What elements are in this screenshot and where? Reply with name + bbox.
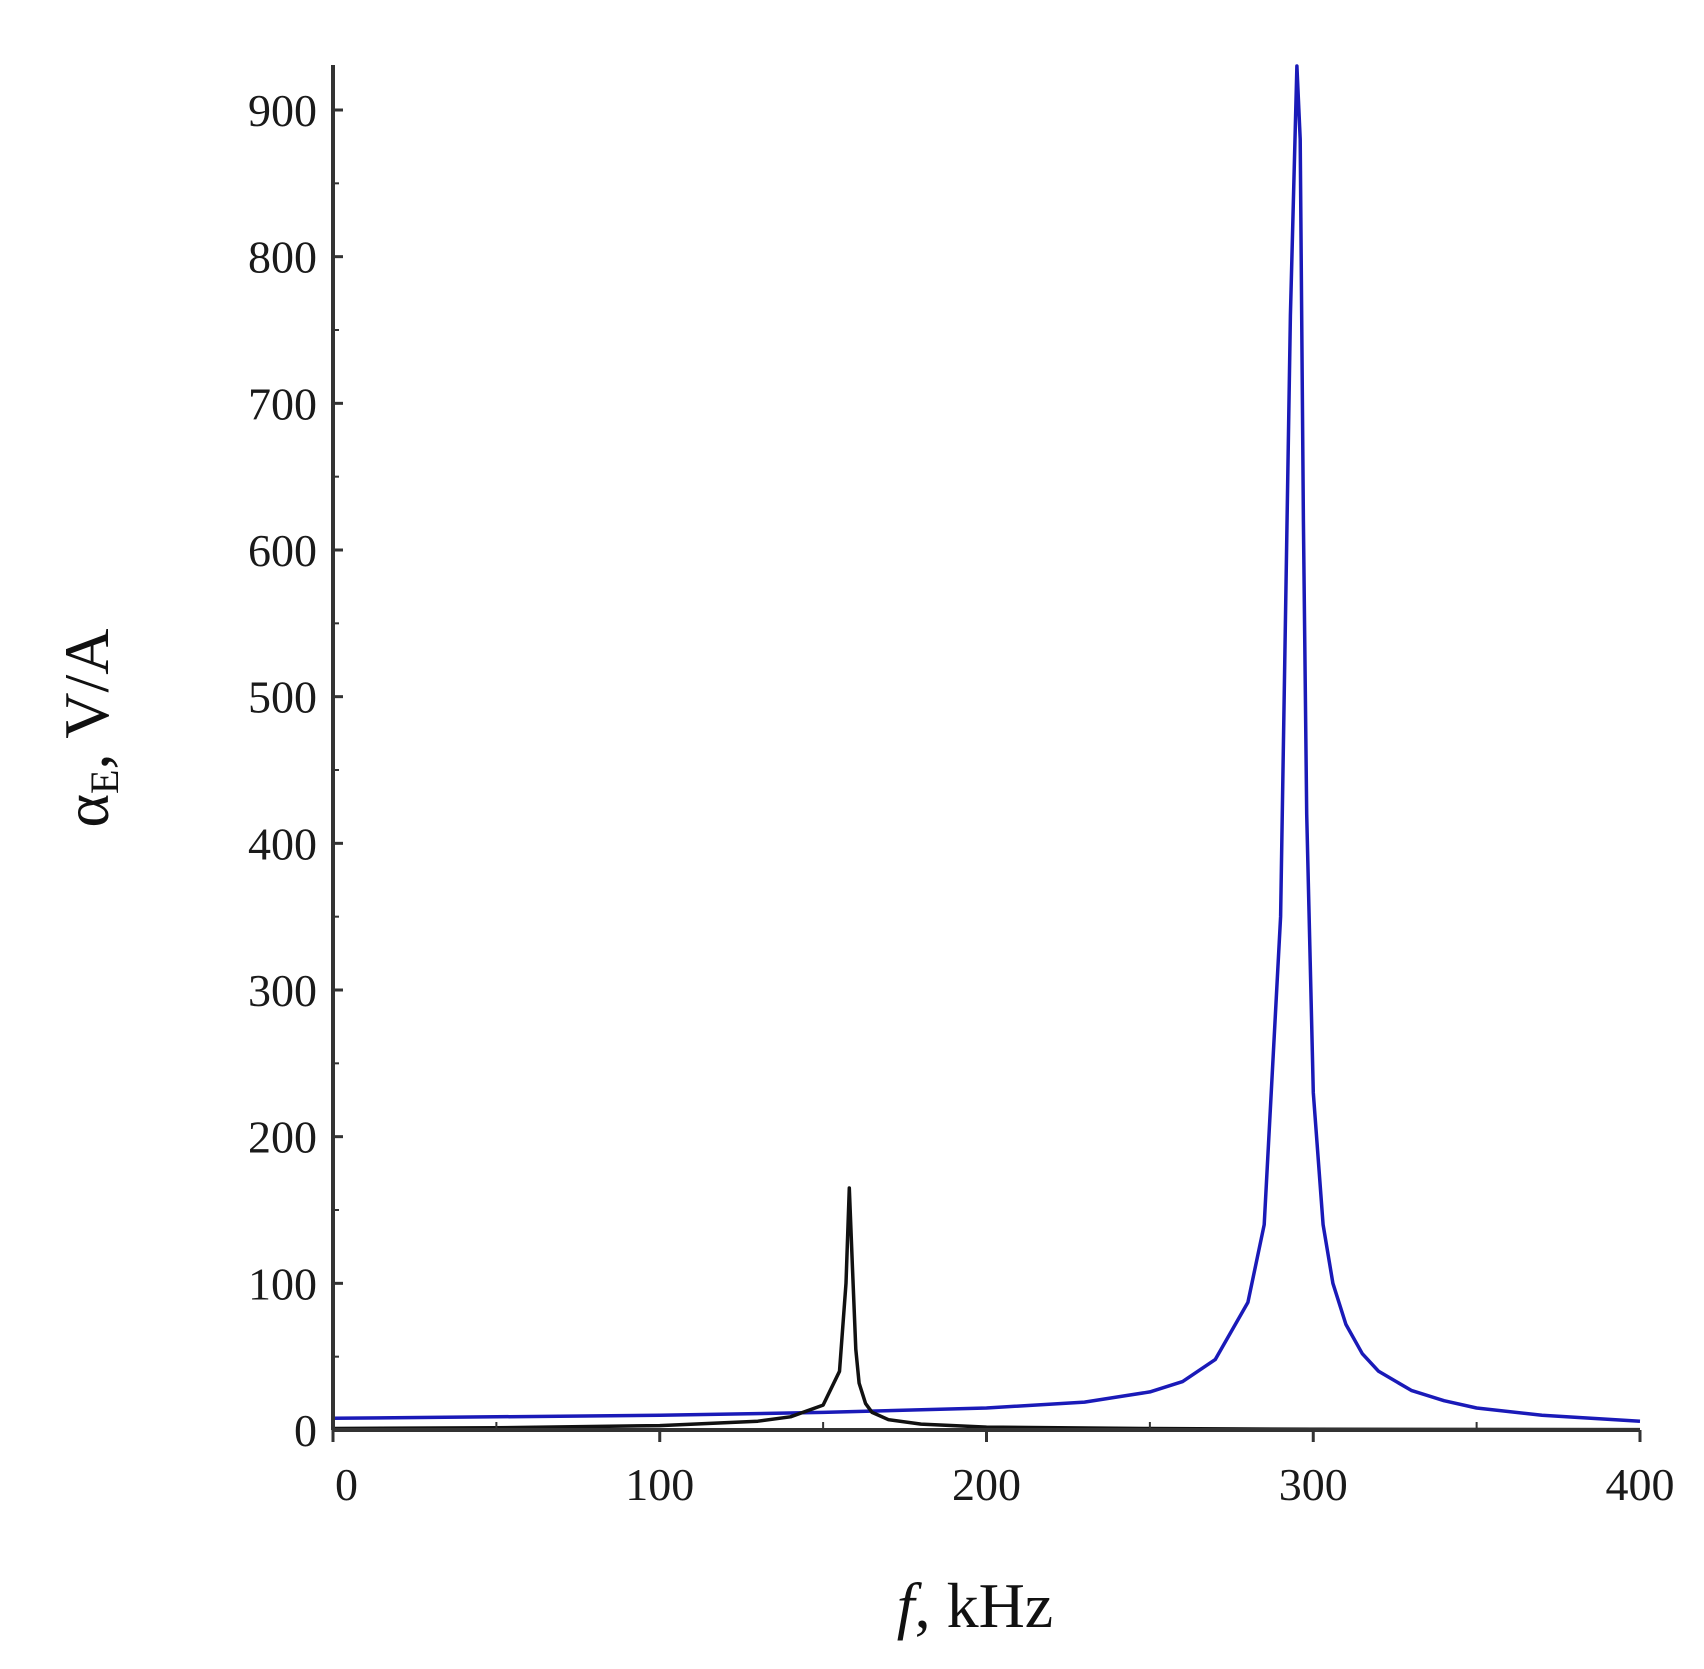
- x-axis-title: f, kHz: [897, 1570, 1053, 1641]
- y-tick-label: 400: [248, 818, 317, 869]
- x-tick-label: 400: [1606, 1459, 1675, 1510]
- ticks: [331, 108, 1642, 1442]
- x-tick-label: 200: [952, 1459, 1021, 1510]
- y-axis-title-unit: , V/A: [51, 628, 122, 769]
- y-axis-title: αE, V/A: [51, 628, 127, 827]
- x-tick-label: 100: [625, 1459, 694, 1510]
- x-tick-label: 0: [335, 1459, 358, 1510]
- y-tick-label: 700: [248, 378, 317, 429]
- y-axis-title-subscript: E: [82, 770, 127, 794]
- y-tick-label: 300: [248, 965, 317, 1016]
- y-tick-label: 0: [294, 1405, 317, 1456]
- y-axis-title-symbol: α: [51, 794, 122, 828]
- series-line-1: [332, 64, 1641, 1423]
- tick-labels: 0 100 200 300 400 500 600 700 800 900 0 100 200 300 40…: [248, 85, 1675, 1510]
- y-tick-label: 500: [248, 672, 317, 723]
- y-tick-label: 600: [248, 525, 317, 576]
- y-tick-label: 200: [248, 1112, 317, 1163]
- y-tick-label: 900: [248, 85, 317, 136]
- series-line-2: [332, 1186, 1641, 1432]
- series-layer: [332, 64, 1641, 1432]
- y-tick-label: 100: [248, 1258, 317, 1309]
- axes: [331, 65, 1640, 1432]
- x-tick-label: 300: [1279, 1459, 1348, 1510]
- x-axis-title-unit: , kHz: [915, 1570, 1054, 1641]
- y-tick-label: 800: [248, 232, 317, 283]
